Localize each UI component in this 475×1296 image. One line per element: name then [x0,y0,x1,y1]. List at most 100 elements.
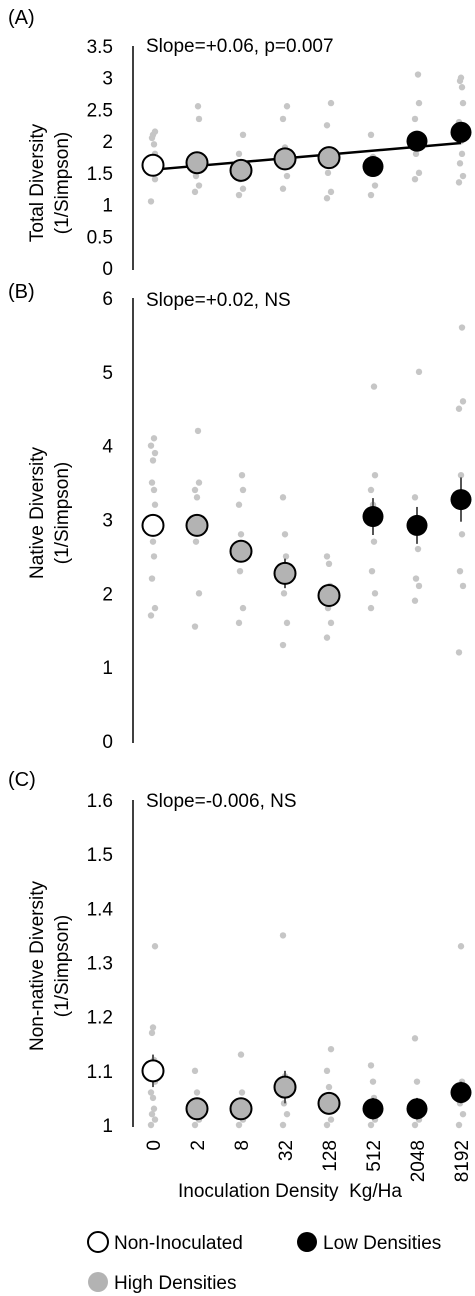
raw-data-point [324,169,332,177]
panel-a-ylabel-line1: Total Diversity [27,123,48,242]
y-tick-label: 1.4 [87,899,114,920]
x-tick-label: 128 [320,1140,341,1172]
raw-data-point [411,494,419,501]
raw-data-point [279,932,287,939]
raw-data-point [235,619,243,627]
y-tick-label: 5 [102,363,113,384]
y-tick-label: 1.5 [87,164,113,185]
y-tick-label: 2.5 [87,100,113,121]
panel-c-ylabel-line2: (1/Simpson) [52,915,73,1017]
mean-point-high-densities [273,1075,297,1099]
raw-data-point [455,1121,463,1129]
raw-data-point [151,449,159,457]
raw-data-point [151,943,159,950]
raw-data-point [147,442,155,449]
raw-data-point [239,486,247,494]
raw-data-point [192,172,200,180]
raw-data-point [415,99,423,107]
mean-point-low-densities [406,1098,428,1120]
raw-data-point [283,103,291,110]
y-tick-label: 2 [102,132,113,153]
raw-data-point [415,368,423,376]
raw-data-point [193,494,201,501]
mean-point-high-densities [317,584,341,608]
panel-b: (B) Slope=+0.02, NS Native Diversity (1/… [8,281,472,753]
mean-point-high-densities [229,1097,253,1121]
legend: Non-Inoculated Low Densities High Densit… [87,1231,441,1294]
raw-data-point [371,590,379,597]
y-tick-label: 3 [102,69,113,90]
x-tick-label: 2048 [408,1140,429,1182]
raw-data-point [283,172,291,180]
y-tick-label: 1.5 [87,845,113,866]
x-tick-label: 8192 [452,1140,473,1182]
panel-c-plot: 1 1.1 1.2 1.3 1.4 1.5 1.6 [87,791,472,1137]
legend-label-low-densities: Low Densities [323,1233,441,1254]
panel-c: (C) Slope=-0.006, NS Non-native Diversit… [8,769,472,1137]
raw-data-point [150,141,158,148]
raw-data-point [148,1110,156,1118]
raw-data-point [327,1116,335,1123]
raw-data-point [371,182,379,189]
raw-data-point [458,531,466,538]
raw-data-point [368,567,376,575]
raw-data-point [459,398,467,405]
x-tick-label: 0 [144,1140,165,1151]
mean-point-high-densities [317,1091,341,1115]
y-tick-label: 6 [102,289,113,310]
raw-data-point [367,604,375,612]
raw-data-point [458,324,466,331]
raw-data-point [323,634,331,641]
raw-data-point [455,179,463,186]
raw-data-point [195,590,203,597]
mean-point-low-densities [362,506,384,528]
raw-data-point [191,486,199,494]
raw-data-point [411,176,419,183]
raw-data-point [193,1089,201,1096]
raw-data-point [325,1083,333,1091]
panel-b-plot: 0 1 2 3 4 5 6 [102,289,472,753]
mean-point-high-densities [317,146,341,170]
raw-data-point [457,74,465,81]
panel-c-annotation: Slope=-0.006, NS [146,791,297,812]
raw-data-point [325,560,333,567]
x-axis-tick-labels: 0 2 8 32 128 512 2048 8192 [144,1140,473,1182]
raw-data-point [148,479,156,486]
raw-data-point [411,1035,419,1042]
raw-data-point [459,99,467,107]
raw-data-point [458,84,466,91]
y-tick-label: 0 [102,732,113,753]
legend-swatch-non-inoculated [87,1231,109,1253]
raw-data-point [151,501,159,508]
raw-data-point [415,582,423,590]
raw-data-point [237,531,245,538]
mean-point-low-densities [406,514,428,536]
raw-data-point [367,191,375,199]
raw-data-point [412,150,420,158]
y-tick-label: 1.3 [87,954,113,975]
raw-data-point [458,150,466,158]
mean-point-high-densities [185,1097,209,1121]
raw-data-point [280,590,288,597]
raw-data-point [371,472,379,479]
raw-data-point [147,612,155,619]
raw-data-point [367,131,375,138]
raw-data-point [195,182,203,189]
raw-data-point [370,383,378,390]
raw-data-point [239,604,247,612]
mean-point-low-densities [362,1098,384,1120]
raw-data-point [279,1121,287,1129]
raw-data-point [151,604,159,612]
raw-data-point [283,619,291,627]
panel-a-ylabel-line2: (1/Simpson) [52,132,73,234]
mean-point-non-inoculated [141,1059,165,1083]
mean-point-high-densities [273,561,297,585]
mean-point-high-densities [229,539,253,563]
y-tick-label: 1.2 [87,1008,113,1029]
raw-data-point [235,150,243,158]
raw-data-point [239,131,247,138]
legend-swatch-high-densities [88,1272,108,1292]
raw-data-point [194,427,202,435]
x-axis-title: Inoculation Density Kg/Ha [178,1181,402,1202]
x-tick-label: 32 [276,1140,297,1161]
